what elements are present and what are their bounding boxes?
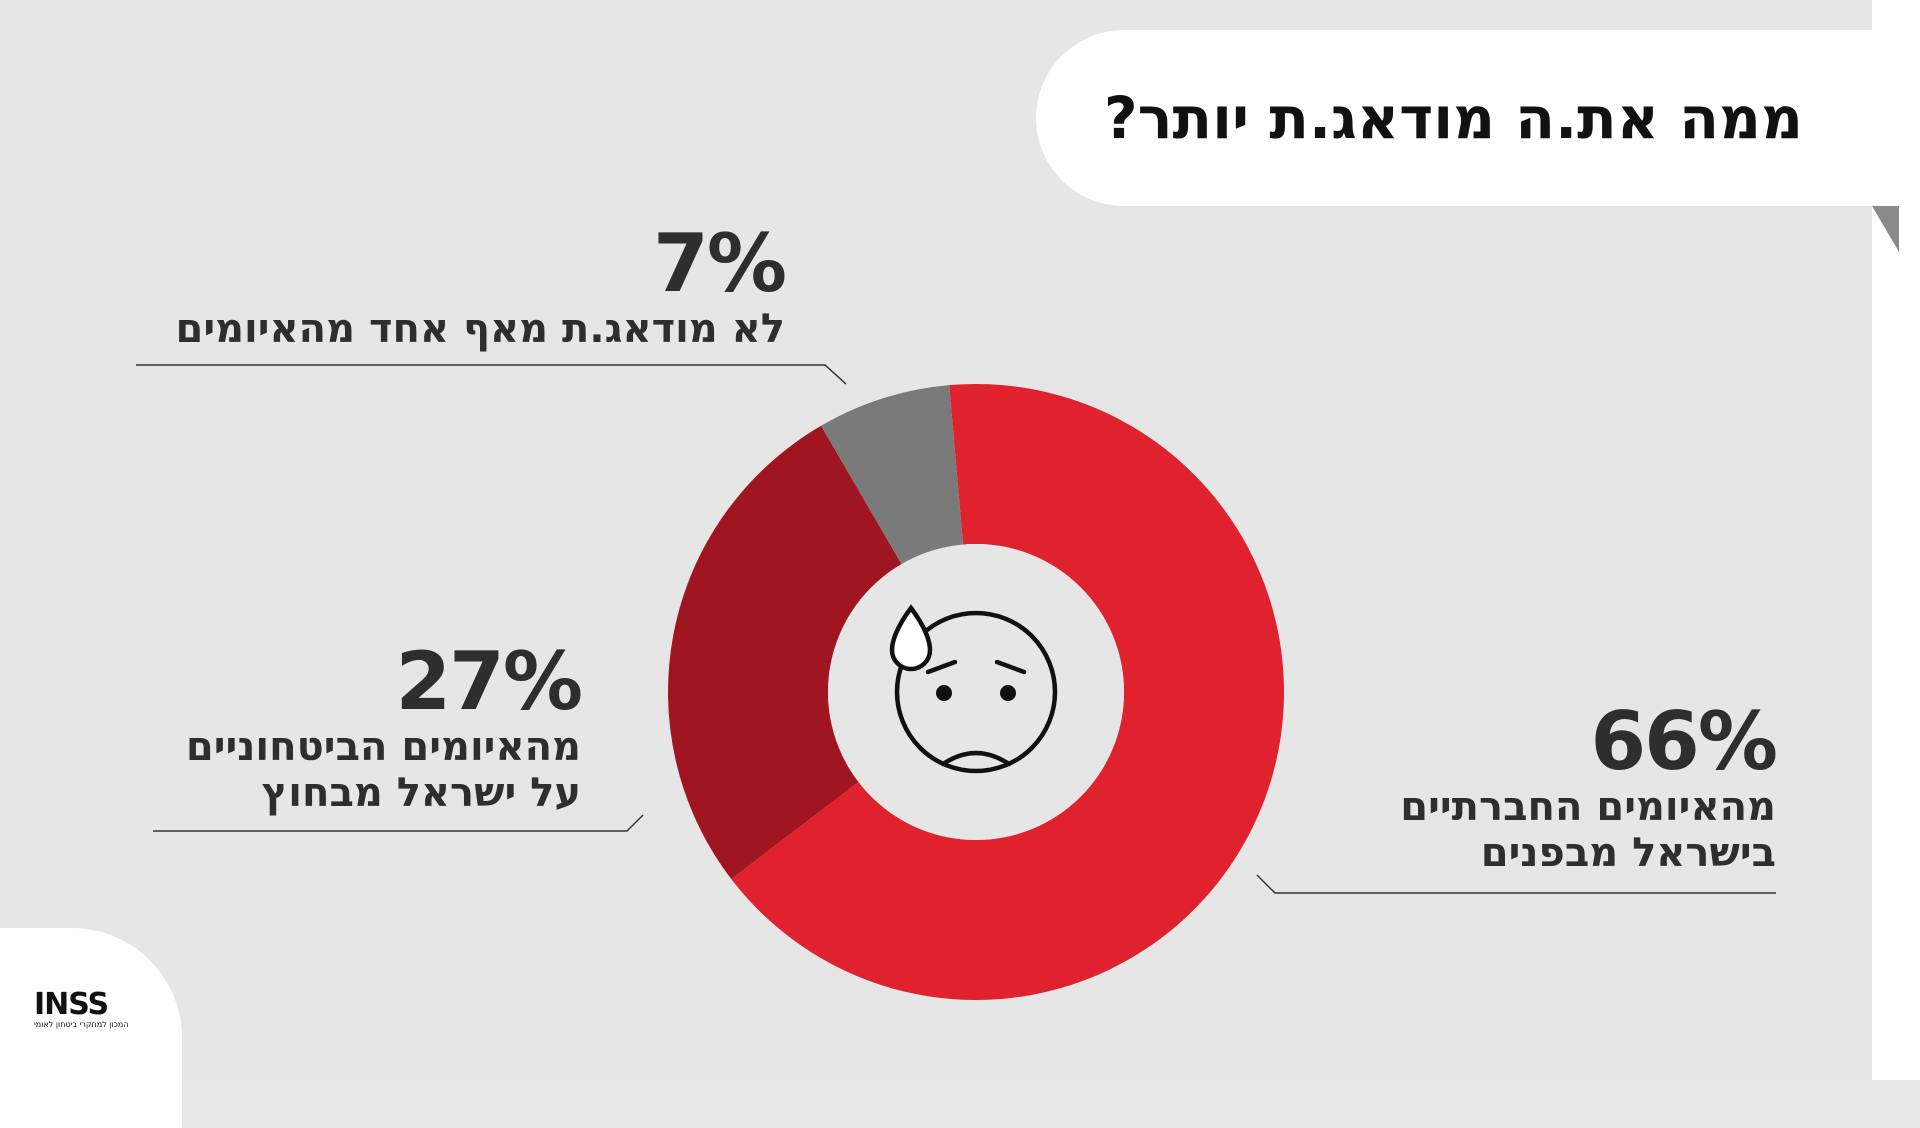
slice-none — [821, 385, 964, 565]
desc-external-line1: מהאיומים הביטחוניים — [185, 724, 581, 770]
pct-external: 27% — [395, 635, 583, 728]
bubble-tail — [1872, 206, 1899, 252]
desc-external-line2: על ישראל מבחוץ — [261, 770, 581, 816]
donut-chart — [136, 364, 1776, 1000]
logo-subtitle: המכון למחקרי ביטחון לאומי — [34, 1020, 129, 1029]
label-none: 7% לא מודאג.ת מאף אחד מהאיומים — [175, 217, 787, 353]
leader-line-none — [136, 364, 847, 385]
desc-none-line1: לא מודאג.ת מאף אחד מהאיומים — [175, 306, 785, 352]
right-eye — [1000, 685, 1016, 701]
pct-none: 7% — [653, 217, 787, 310]
title-bubble: ממה את.ה מודאג.ת יותר? — [1036, 30, 1899, 206]
worried-face-icon — [889, 604, 1058, 774]
label-internal: 66% מהאיומים החברתיים בישראל מבפנים — [1400, 695, 1778, 877]
slice-internal — [731, 384, 1284, 1000]
desc-internal-line1: מהאיומים החברתיים — [1400, 784, 1776, 830]
inss-logo: INSS המכון למחקרי ביטחון לאומי — [34, 990, 134, 1030]
left-eye — [936, 685, 952, 701]
desc-internal-line2: בישראל מבפנים — [1480, 830, 1776, 876]
logo-mark: INSS — [34, 987, 109, 1022]
chart-title: ממה את.ה מודאג.ת יותר? — [1103, 84, 1803, 152]
leader-line-external — [153, 814, 644, 832]
label-external: 27% מהאיומים הביטחוניים על ישראל מבחוץ — [185, 635, 583, 817]
leader-line-internal — [1256, 874, 1776, 894]
donut-slices — [668, 384, 1284, 1000]
slice-external — [668, 425, 902, 880]
pct-internal: 66% — [1590, 695, 1778, 788]
donut-hole — [828, 544, 1124, 840]
